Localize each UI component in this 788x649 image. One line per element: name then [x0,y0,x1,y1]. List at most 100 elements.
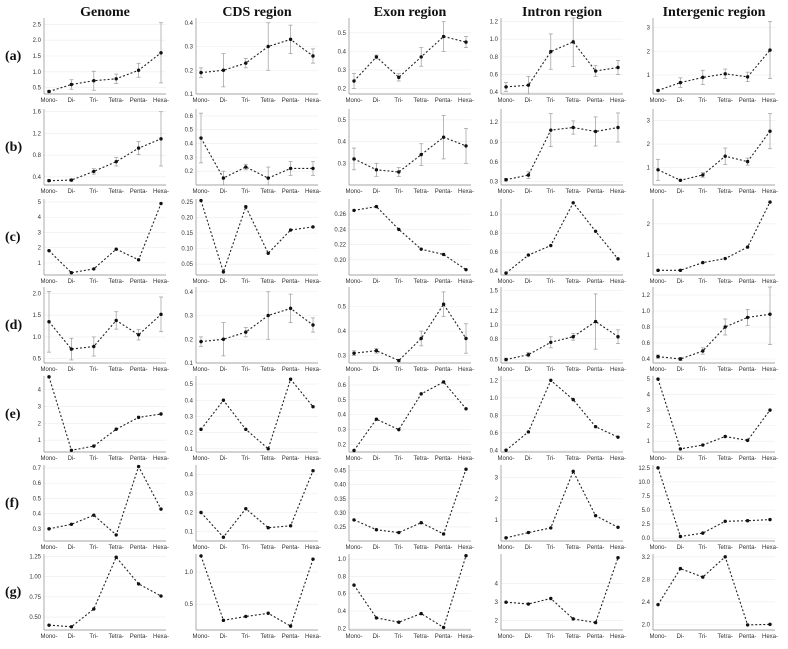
x-tick-label: Di- [677,279,685,285]
y-tick-label: 1.5 [33,313,42,319]
y-tick-label: 0.20 [181,216,193,222]
data-point [678,447,683,451]
subplot: 0.5 1.0 Mono- Di- Tri- Tetra- Penta- Hexa- [185,554,321,640]
data-point [701,75,705,80]
y-tick-label: 0.0 [642,536,651,542]
x-tick-label: Tetra- [261,367,276,373]
row-label: (b) [5,140,22,155]
x-tick-label: Di- [220,634,228,640]
y-tick-label: 0.3 [338,428,347,434]
x-tick-label: Tetra- [566,98,581,104]
data-point [266,251,270,255]
y-tick-label: 0.6 [490,160,499,166]
data-point [768,408,772,412]
row-label: (e) [5,407,21,422]
y-tick-label: 1.0 [642,309,651,315]
row-label: (a) [5,49,22,64]
y-tick-label: 1 [647,439,651,445]
x-tick-label: Tri- [546,456,555,462]
x-tick-label: Tri- [546,634,555,640]
x-tick-label: Tri- [394,456,403,462]
y-tick-label: 0.4 [185,398,194,404]
data-point [47,178,51,183]
x-tick-label: Di- [525,189,533,195]
data-point [199,427,203,432]
subplot: 0.1 0.2 0.3 0.4 Mono- Di- Tri- Tetra- Penta- Hexa… [185,18,321,104]
y-tick-label: 1.5 [33,54,42,60]
x-tick-label: Mono- [649,545,666,551]
subplot: 0.2 0.3 0.4 0.5 0.6 Mono- Di- Tri- Tetra- Penta- H… [185,109,321,195]
data-point [47,527,51,531]
x-tick-label: Mono- [192,545,209,551]
x-tick-label: Hexa- [305,98,321,104]
series-line [48,52,162,93]
data-point [69,82,74,87]
y-tick-label: 0.2 [185,68,194,74]
data-point [419,152,423,157]
y-tick-label: 0.3 [33,527,42,533]
data-point [288,377,293,381]
x-tick-label: Penta- [739,456,757,462]
y-tick-label: 0.50 [29,615,41,621]
y-tick-label: 0.2 [185,169,194,175]
data-point [526,173,531,177]
y-tick-label: 0.8 [33,153,42,159]
x-tick-label: Tri- [241,634,250,640]
x-tick-label: Tri- [698,456,707,462]
data-point [266,313,270,318]
x-tick-label: Penta- [282,279,300,285]
data-point [656,377,660,381]
y-tick-label: 0.1 [185,530,194,536]
y-tick-label: 0.6 [338,383,347,389]
x-tick-label: Hexa- [153,545,169,551]
data-point [114,77,118,81]
y-tick-label: 0.30 [334,511,346,517]
y-tick-label: 0.3 [185,414,194,420]
x-tick-label: Mono- [345,189,362,195]
x-tick-label: Penta- [435,98,453,104]
subplot: 0.25 0.30 0.35 0.40 0.45 Mono- Di- Tri- Tetra- Pe… [334,465,474,551]
series-line [48,465,162,536]
x-tick-label: Tri- [546,279,555,285]
x-tick-label: Hexa- [610,545,626,551]
y-tick-label: 0.5 [185,128,194,134]
y-tick-label: 0.5 [338,118,347,124]
y-tick-label: 0.25 [181,200,193,206]
x-tick-label: Penta- [130,189,148,195]
y-tick-label: 0.6 [338,592,347,598]
data-point [288,228,293,232]
y-tick-label: 2.0 [33,38,42,44]
data-point [159,594,163,598]
y-tick-label: 1.0 [33,70,42,76]
data-point [723,434,727,439]
y-tick-label: 1.0 [490,396,499,402]
x-tick-label: Tetra- [718,279,733,285]
x-tick-label: Penta- [282,634,300,640]
y-tick-label: 4 [38,215,42,221]
data-point [656,168,660,172]
y-tick-label: 0.24 [334,227,346,233]
y-tick-label: 0.75 [29,595,41,601]
data-point [92,344,96,349]
data-point [571,40,575,44]
data-point [374,55,379,59]
x-tick-label: Tetra- [414,189,429,195]
data-point [723,154,727,158]
x-tick-label: Di- [220,456,228,462]
y-tick-label: 2.8 [642,577,651,583]
x-tick-label: Hexa- [762,279,778,285]
x-tick-label: Penta- [130,279,148,285]
y-tick-label: 0.5 [338,305,347,311]
data-point [526,602,531,606]
data-point [441,135,446,139]
data-point [311,323,315,327]
y-tick-label: 1.5 [490,288,499,294]
data-point [419,336,423,341]
data-point [397,75,401,80]
x-tick-label: Penta- [587,367,605,373]
data-point [159,201,163,206]
subplot: 0.4 0.8 1.2 1.6 Mono- Di- Tri- Tetra- Penta- Hexa… [33,109,169,195]
subplot: 0.50 0.75 1.00 1.25 Mono- Di- Tri- Tetra- Penta-… [29,554,169,640]
y-tick-label: 0.9 [490,140,499,146]
x-tick-label: Mono- [345,545,362,551]
